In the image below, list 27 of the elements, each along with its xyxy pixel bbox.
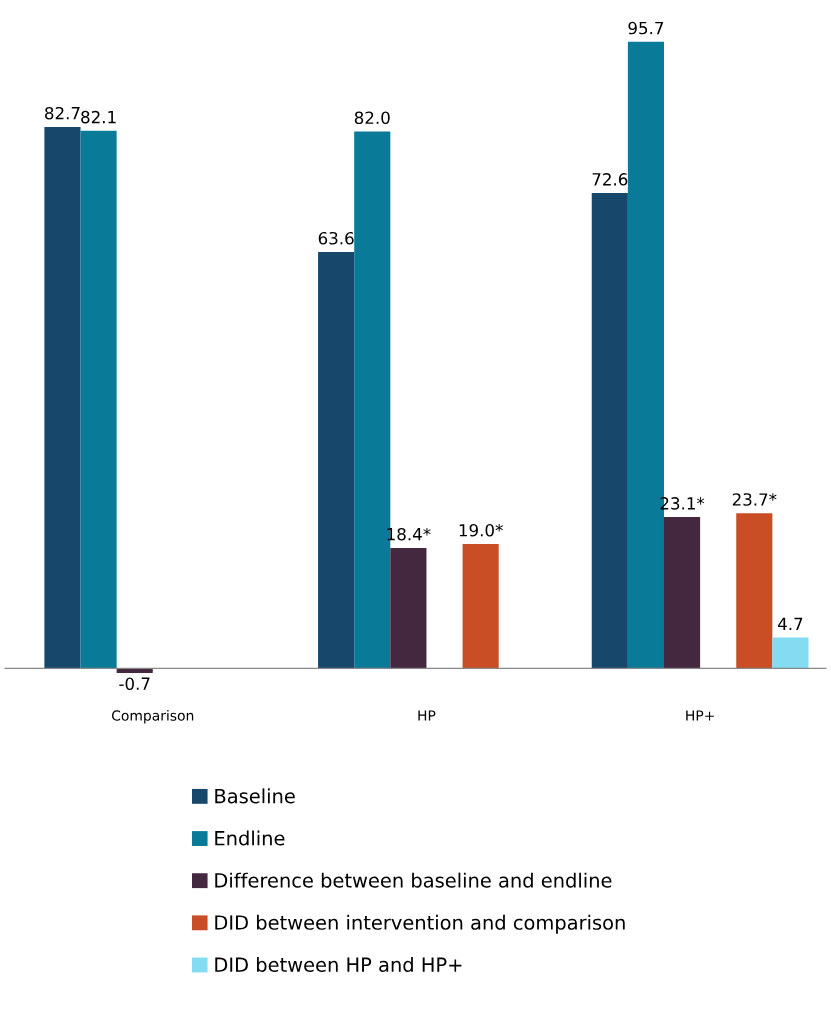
bar: [390, 547, 427, 669]
data-label: 82.0: [354, 111, 390, 125]
bar: [664, 517, 701, 669]
bar: [591, 193, 628, 669]
data-label: 95.7: [628, 21, 664, 35]
legend-label: DID between HP and HP+: [215, 956, 462, 973]
bar: [44, 126, 81, 669]
data-label: 23.7*: [732, 493, 777, 506]
bar: [462, 543, 499, 669]
bar: [80, 130, 117, 669]
data-label: 72.6: [592, 173, 628, 186]
data-label: 4.7: [778, 617, 803, 630]
bar: [736, 513, 773, 669]
x-tick-label: Comparison: [111, 710, 194, 724]
data-label: -0.7: [119, 677, 150, 690]
data-label: 82.7: [45, 106, 80, 120]
legend-label: Difference between baseline and endline: [215, 872, 612, 888]
x-tick-label: HP: [418, 710, 436, 721]
bar: [772, 637, 809, 669]
legend-label: Endline: [215, 830, 285, 846]
legend-label: Baseline: [215, 788, 295, 804]
data-label: 82.1: [81, 110, 116, 124]
data-label: 63.6: [318, 231, 354, 245]
x-tick-label: HP+: [686, 710, 714, 721]
bar: [318, 251, 355, 669]
data-label: 19.0*: [459, 523, 503, 537]
legend-label: DID between intervention and comparison: [215, 914, 625, 934]
